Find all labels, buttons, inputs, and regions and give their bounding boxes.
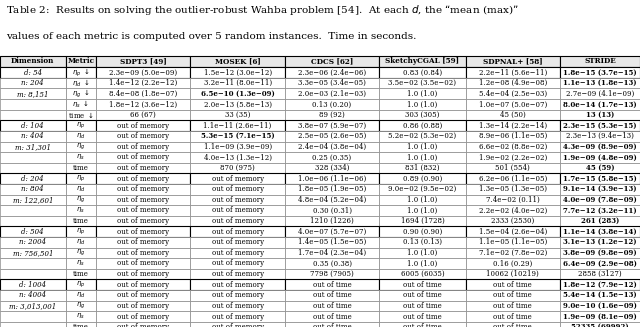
- Text: Table 2:  Results on solving the outlier-robust Wahba problem [54].  At each $d$: Table 2: Results on solving the outlier-…: [6, 3, 519, 17]
- Text: values of each metric is computed over 5 random instances.  Time in seconds.: values of each metric is computed over 5…: [6, 32, 417, 42]
